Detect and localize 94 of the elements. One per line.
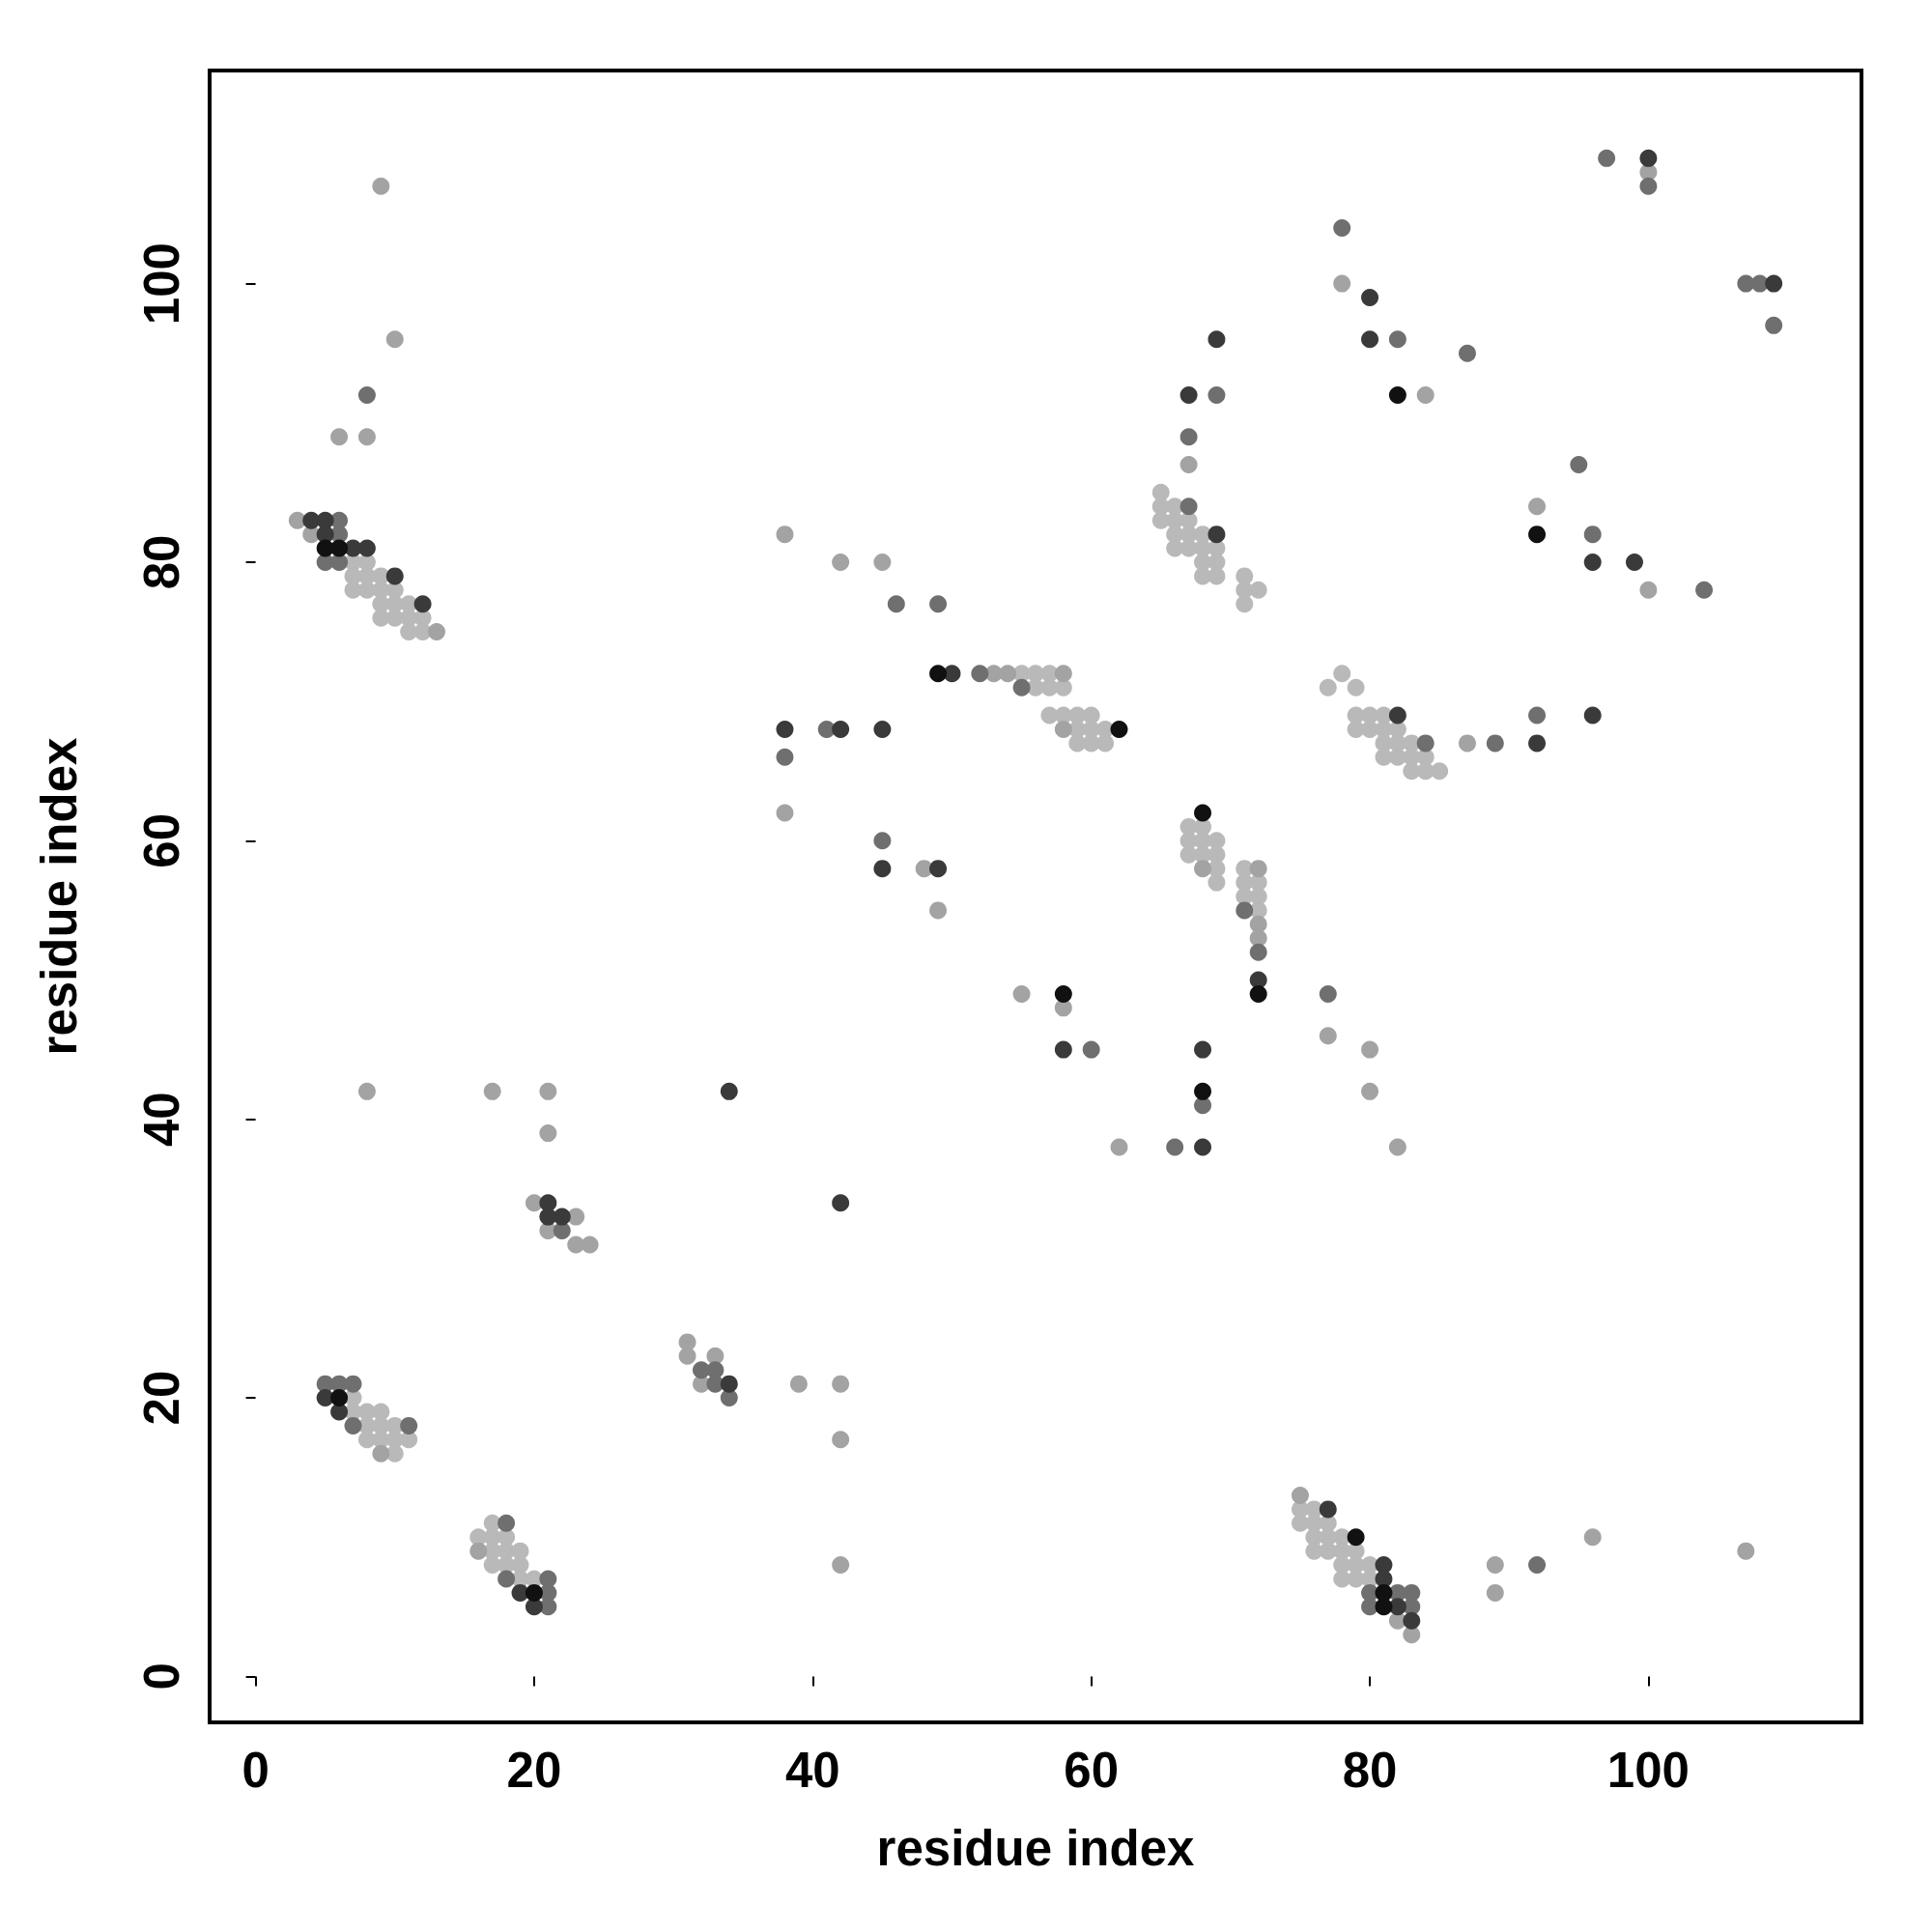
point (1361, 289, 1379, 307)
point (1249, 984, 1267, 1003)
point (873, 832, 892, 850)
point (302, 511, 321, 529)
point (357, 385, 376, 404)
point (1388, 385, 1406, 404)
point (1179, 428, 1198, 446)
x-tick-label: 60 (1064, 1743, 1120, 1798)
point (1583, 526, 1602, 544)
point (330, 1389, 349, 1407)
point (1249, 943, 1267, 961)
point (539, 1194, 557, 1212)
point (385, 567, 404, 585)
point (1458, 344, 1476, 362)
point (1528, 526, 1547, 544)
y-axis-title: residue index (32, 737, 87, 1056)
point (1054, 1040, 1072, 1059)
point (1194, 1138, 1212, 1156)
point (720, 1375, 738, 1393)
point (1375, 1598, 1393, 1616)
point (344, 1416, 362, 1435)
point (1347, 1528, 1365, 1547)
x-tick-label: 80 (1342, 1743, 1398, 1798)
x-tick-label: 40 (784, 1743, 840, 1798)
point (706, 1361, 724, 1379)
point (1179, 385, 1198, 404)
point (1194, 1040, 1212, 1059)
point (1570, 456, 1588, 474)
point (1194, 1082, 1212, 1100)
point (929, 665, 948, 683)
point (1486, 734, 1504, 753)
point (1054, 984, 1072, 1003)
y-tick-label: 80 (134, 534, 189, 590)
point (887, 595, 905, 613)
point (1194, 804, 1212, 822)
point (1639, 177, 1658, 195)
point (1208, 385, 1226, 404)
point (497, 1514, 516, 1532)
y-tick-label: 60 (134, 812, 189, 868)
point (1583, 553, 1602, 571)
point (1528, 1556, 1547, 1575)
point (1082, 1040, 1100, 1059)
y-tick-label: 40 (134, 1092, 189, 1148)
point (344, 1375, 362, 1393)
x-tick-label: 0 (242, 1743, 270, 1798)
point (1598, 149, 1616, 167)
point (1416, 734, 1435, 753)
point (1626, 553, 1643, 571)
point (553, 1208, 571, 1226)
point (720, 1082, 738, 1100)
point (1765, 274, 1783, 293)
x-tick-label: 20 (506, 1743, 562, 1798)
point (1319, 984, 1337, 1003)
point (1319, 1500, 1337, 1519)
point (330, 553, 349, 571)
point (1361, 330, 1379, 349)
point (1333, 218, 1351, 237)
point (929, 860, 948, 878)
point (1388, 706, 1406, 724)
point (873, 720, 892, 738)
point (1179, 497, 1198, 516)
point (400, 1416, 418, 1435)
point (1110, 720, 1128, 738)
point (357, 539, 376, 557)
y-tick-label: 0 (134, 1662, 189, 1690)
point (525, 1583, 543, 1602)
point (497, 1570, 516, 1588)
point (832, 720, 850, 738)
point (832, 1194, 850, 1212)
x-axis-title: residue index (876, 1821, 1195, 1876)
point (1639, 149, 1658, 167)
point (1695, 581, 1714, 599)
point (1528, 706, 1547, 724)
point (1388, 330, 1406, 349)
point (330, 539, 349, 557)
point (413, 595, 432, 613)
point (1765, 316, 1783, 334)
point (971, 665, 989, 683)
x-tick-label: 100 (1606, 1743, 1690, 1798)
point (776, 748, 794, 766)
point (1403, 1611, 1421, 1630)
point (1583, 706, 1602, 724)
y-tick-label: 100 (134, 242, 189, 326)
point (1528, 734, 1547, 753)
point (1236, 901, 1254, 920)
point (929, 595, 948, 613)
point (1012, 678, 1031, 696)
point (1208, 526, 1226, 544)
point (1208, 330, 1226, 349)
point (873, 860, 892, 878)
point (776, 720, 794, 738)
y-tick-label: 20 (134, 1370, 189, 1426)
point (1166, 1138, 1184, 1156)
point (1361, 1598, 1379, 1616)
